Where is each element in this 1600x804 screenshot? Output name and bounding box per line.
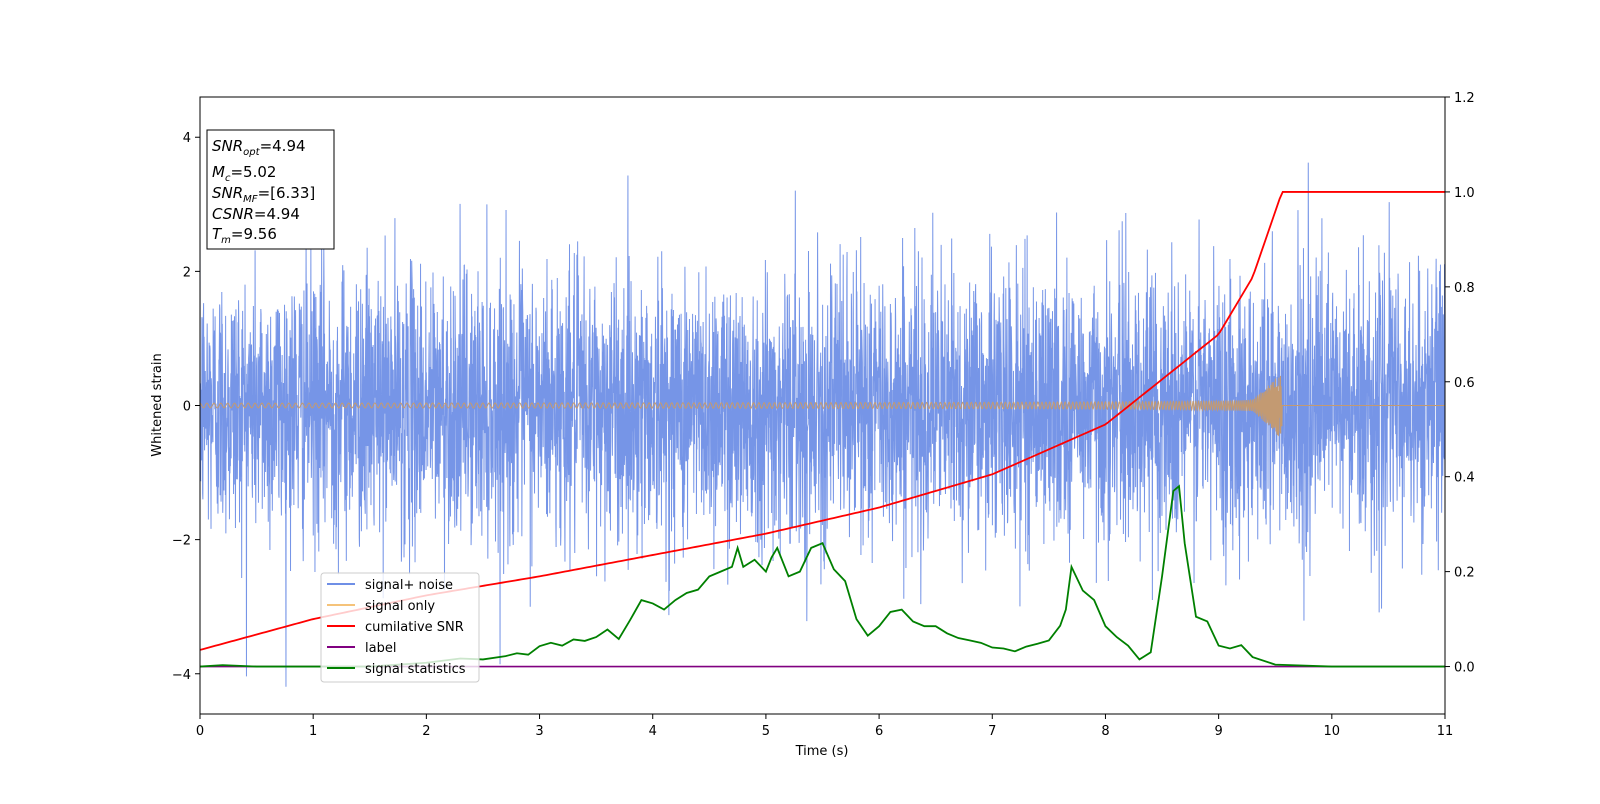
x-tick-label: 6 xyxy=(875,724,883,739)
legend-entry-label: label xyxy=(327,641,396,656)
legend-label: cumilative SNR xyxy=(365,620,464,635)
legend-entry-cumulative-snr: cumilative SNR xyxy=(327,620,464,635)
x-tick-label: 2 xyxy=(422,724,430,739)
y-tick-label: 4 xyxy=(183,131,191,146)
legend-label: label xyxy=(365,641,396,656)
x-tick-label: 11 xyxy=(1437,724,1454,739)
x-tick-label: 4 xyxy=(649,724,657,739)
legend-frame xyxy=(320,572,480,683)
legend-label: signal statistics xyxy=(365,662,466,677)
legend: signal+ noise signal only cumilative SNR… xyxy=(320,572,480,683)
y2-tick-label: 1.0 xyxy=(1454,186,1475,201)
y-tick-label: −2 xyxy=(172,534,191,549)
legend-label: signal+ noise xyxy=(365,578,453,593)
legend-entry-signal-only: signal only xyxy=(327,599,435,614)
x-tick-label: 10 xyxy=(1324,724,1341,739)
signal-statistics-series xyxy=(200,484,1445,668)
info-line-csnr: CSNR=4.94 xyxy=(212,205,300,223)
legend-entry-signal-statistics: signal statistics xyxy=(327,662,466,677)
y-tick-label: 2 xyxy=(183,265,191,280)
y-axis-left: −4 −2 0 2 4 xyxy=(172,131,200,683)
x-tick-label: 0 xyxy=(196,724,204,739)
y-tick-label: −4 xyxy=(172,668,191,683)
y2-tick-label: 0.8 xyxy=(1454,281,1475,296)
signal-noise-series xyxy=(200,162,1445,687)
info-annotation-box: SNRopt=4.94 Mc=5.02 SNRMF=[6.33] CSNR=4.… xyxy=(206,129,335,250)
info-box-frame xyxy=(206,129,335,250)
x-tick-label: 8 xyxy=(1101,724,1109,739)
info-line-snr-mf: SNRMF=[6.33] xyxy=(212,184,315,205)
x-axis: 0 1 2 3 4 5 6 7 8 9 10 11 xyxy=(196,714,1453,739)
y2-tick-label: 1.2 xyxy=(1454,91,1475,106)
y2-tick-label: 0.4 xyxy=(1454,471,1475,486)
y-tick-label: 0 xyxy=(183,400,191,415)
legend-entry-signal-noise: signal+ noise xyxy=(327,578,453,593)
y2-tick-label: 0.6 xyxy=(1454,376,1475,391)
y-axis-right: 0.0 0.2 0.4 0.6 0.8 1.0 1.2 xyxy=(1445,91,1475,676)
x-tick-label: 1 xyxy=(309,724,317,739)
x-tick-label: 7 xyxy=(988,724,996,739)
info-line-tm: Tm=9.56 xyxy=(212,225,277,246)
info-line-snr-opt: SNRopt=4.94 xyxy=(212,137,306,158)
y-axis-label: Whitened strain xyxy=(150,353,165,456)
signal-only-series xyxy=(200,375,1445,437)
legend-label: signal only xyxy=(365,599,435,614)
x-tick-label: 3 xyxy=(535,724,543,739)
x-tick-label: 9 xyxy=(1214,724,1222,739)
x-tick-label: 5 xyxy=(762,724,770,739)
info-line-mc: Mc=5.02 xyxy=(212,163,276,184)
y2-tick-label: 0.2 xyxy=(1454,566,1475,581)
x-axis-label: Time (s) xyxy=(795,744,849,759)
y2-tick-label: 0.0 xyxy=(1454,661,1475,676)
